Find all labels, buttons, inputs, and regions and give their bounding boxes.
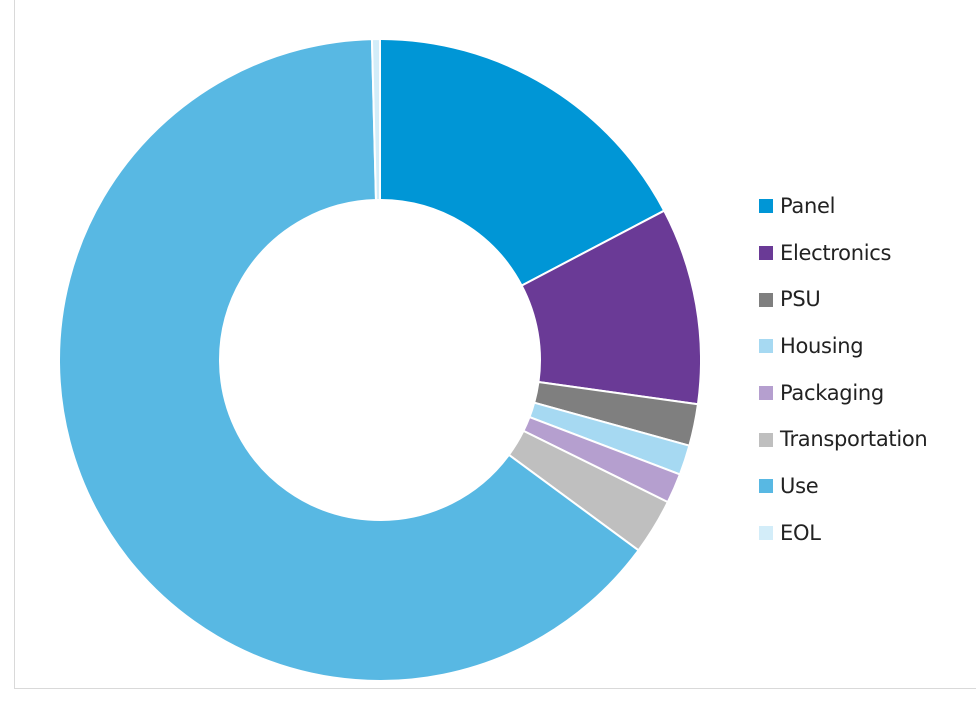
chart-legend: Panel Electronics PSU Housing Packaging Trans… (759, 183, 969, 557)
legend-label: Transportation (780, 427, 928, 452)
donut-slice-eol (370, 38, 381, 202)
legend-swatch (759, 479, 773, 494)
legend-swatch (759, 246, 773, 261)
legend-item-housing: Housing (759, 323, 969, 370)
plot-area-bottom-border (14, 688, 976, 689)
legend-swatch (759, 292, 773, 307)
legend-label: EOL (780, 520, 821, 545)
legend-item-panel: Panel (759, 183, 969, 230)
legend-swatch (759, 339, 773, 354)
legend-label: Use (780, 473, 819, 498)
legend-item-use: Use (759, 463, 969, 510)
donut-slice-panel (379, 38, 666, 287)
plot-area-left-border (14, 0, 15, 689)
donut-slice-use (58, 38, 640, 682)
legend-label: Electronics (780, 240, 892, 265)
legend-label: Panel (780, 193, 836, 218)
legend-item-psu: PSU (759, 276, 969, 323)
legend-label: Packaging (780, 380, 884, 405)
legend-item-electronics: Electronics (759, 230, 969, 277)
legend-label: Housing (780, 333, 864, 358)
legend-swatch (759, 386, 773, 401)
legend-item-transportation: Transportation (759, 416, 969, 463)
legend-swatch (759, 526, 773, 541)
legend-swatch (759, 432, 773, 447)
legend-item-eol: EOL (759, 510, 969, 557)
donut-chart (58, 38, 700, 682)
legend-swatch (759, 199, 773, 214)
legend-item-packaging: Packaging (759, 370, 969, 417)
legend-label: PSU (780, 287, 821, 312)
